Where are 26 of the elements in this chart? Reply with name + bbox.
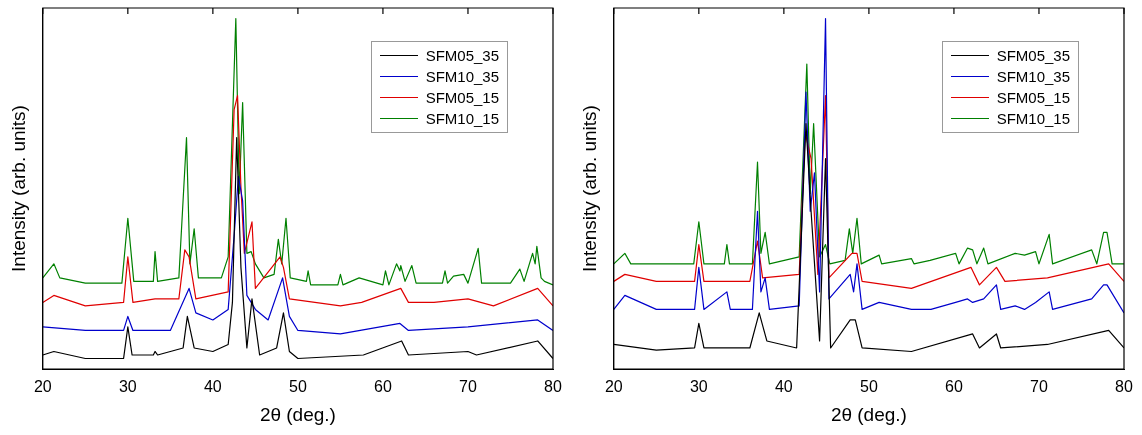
x-tick-label: 70	[1030, 378, 1048, 396]
y-axis-title: Intensity (arb. units)	[7, 105, 29, 272]
x-tick-label: 30	[118, 378, 137, 396]
legend-label: SFM05_35	[425, 46, 499, 66]
legend-label: SFM05_15	[425, 88, 499, 108]
legend-label: SFM05_15	[996, 88, 1070, 108]
x-tick-label: 40	[774, 378, 793, 396]
x-axis-title: 2θ (deg.)	[830, 403, 907, 425]
x-tick-label: 50	[860, 378, 878, 396]
x-tick-label: 40	[203, 378, 222, 396]
x-tick-label: 20	[604, 378, 623, 396]
x-tick-label: 20	[33, 378, 52, 396]
legend-label: SFM10_15	[996, 109, 1070, 129]
legend-label: SFM10_15	[425, 109, 499, 129]
y-axis-title: Intensity (arb. units)	[578, 105, 600, 272]
x-tick-label: 80	[1115, 378, 1133, 396]
x-tick-label: 80	[544, 378, 562, 396]
legend-label: SFM05_35	[996, 46, 1070, 66]
x-tick-label: 50	[289, 378, 307, 396]
x-tick-label: 30	[689, 378, 708, 396]
x-tick-label: 60	[945, 378, 963, 396]
legend-label: SFM10_35	[425, 67, 499, 87]
x-tick-label: 70	[459, 378, 477, 396]
x-axis-title: 2θ (deg.)	[259, 403, 336, 425]
legend-label: SFM10_35	[996, 67, 1070, 87]
x-tick-label: 60	[374, 378, 392, 396]
